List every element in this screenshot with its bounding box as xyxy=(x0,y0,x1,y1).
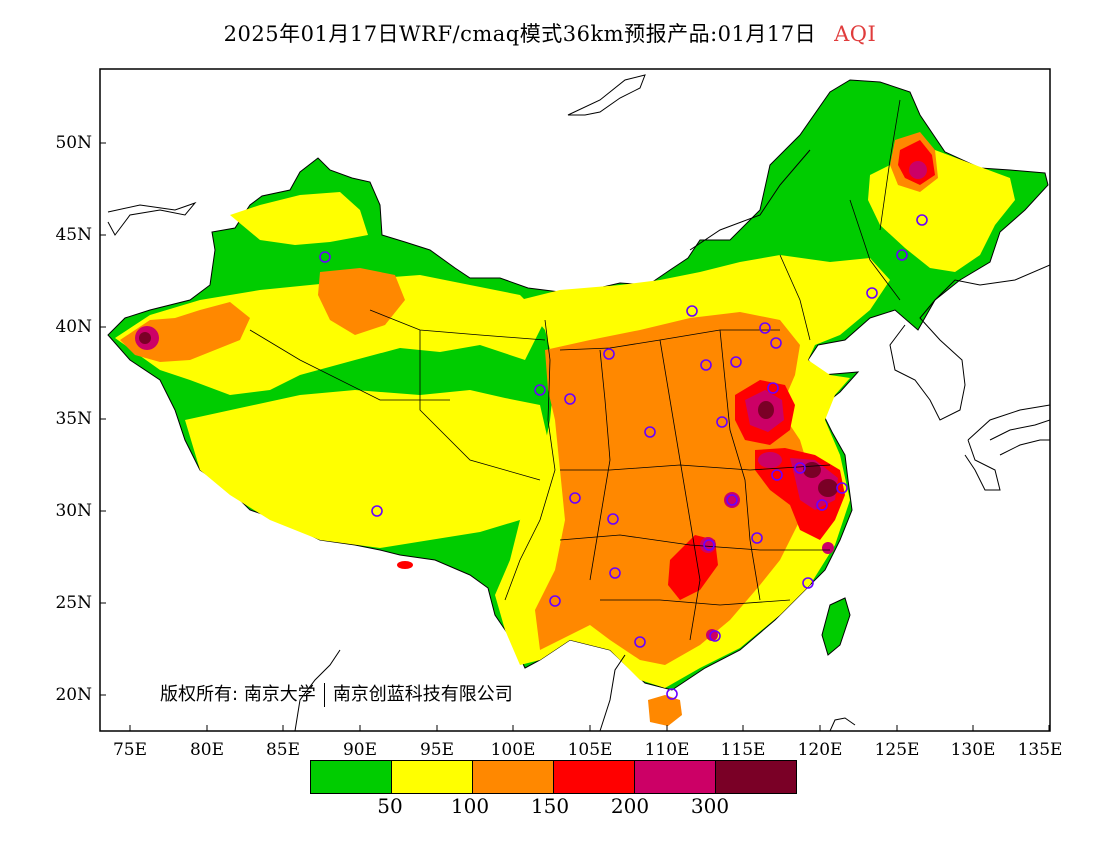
station-changsha xyxy=(703,539,715,551)
axis-ticks xyxy=(100,142,1050,731)
lon-label-110e: 110E xyxy=(644,740,690,760)
station-nanchang xyxy=(751,532,763,544)
zone-orange-north xyxy=(318,268,405,335)
legend-tick-50: 50 xyxy=(377,794,403,818)
station-chongqing xyxy=(607,513,619,525)
map-border xyxy=(99,68,1051,732)
station-yinchuan xyxy=(603,348,615,360)
zone-purple-yrd xyxy=(790,458,838,510)
hotspot-yrd-1 xyxy=(803,462,821,478)
lon-label-135e: 135E xyxy=(1017,740,1063,760)
taiwan xyxy=(821,597,851,656)
station-nanning xyxy=(634,636,646,648)
hotspot-guangzhou xyxy=(706,629,718,641)
station-guangzhou xyxy=(709,630,721,642)
zone-orange-hainan xyxy=(648,695,682,726)
station-hangzhou xyxy=(816,499,828,511)
lat-label-20n: 20N xyxy=(55,685,92,705)
copyright-separator xyxy=(323,683,325,707)
hotspot-ne xyxy=(909,161,927,179)
legend-swatch-purple xyxy=(634,761,715,793)
legend-swatch-red xyxy=(553,761,634,793)
lon-label-75e: 75E xyxy=(112,740,148,760)
legend-tick-200: 200 xyxy=(610,794,650,818)
legend-tick-100: 100 xyxy=(450,794,490,818)
color-legend xyxy=(310,760,797,794)
copyright-org1: 南京大学 xyxy=(243,684,316,705)
zone-yellow-tibet xyxy=(185,390,548,548)
hotspot-tibet-red xyxy=(397,561,413,569)
station-urumqi xyxy=(319,251,331,263)
station-shijiazhuang xyxy=(730,356,742,368)
station-guiyang xyxy=(609,567,621,579)
station-wuhan xyxy=(726,494,738,506)
station-beijing xyxy=(759,322,771,334)
lon-label-80e: 80E xyxy=(189,740,225,760)
map-title: 2025年01月17日WRF/cmaq模式36km预报产品:01月17日 AQI xyxy=(0,18,1100,48)
lon-label-105e: 105E xyxy=(567,740,613,760)
legend-ticks: 50 100 150 200 300 xyxy=(0,794,1100,818)
lon-label-130e: 130E xyxy=(950,740,996,760)
title-text: 2025年01月17日WRF/cmaq模式36km预报产品:01月17日 xyxy=(223,22,817,46)
station-markers xyxy=(319,214,928,700)
copyright-prefix: 版权所有: xyxy=(160,684,239,705)
station-shanghai xyxy=(836,482,848,494)
hotspot-west-core xyxy=(139,332,151,344)
hotspot-wuhan xyxy=(758,452,782,468)
station-hefei xyxy=(771,469,783,481)
station-changchun xyxy=(896,249,908,261)
zone-yellow-north xyxy=(230,192,368,245)
lat-label-45n: 45N xyxy=(55,225,92,245)
station-xian xyxy=(644,426,656,438)
lat-label-50n: 50N xyxy=(55,133,92,153)
station-lhasa xyxy=(371,505,383,517)
lat-label-25n: 25N xyxy=(55,593,92,613)
station-hohhot xyxy=(686,305,698,317)
legend-tick-300: 300 xyxy=(690,794,730,818)
legend-swatch-maroon xyxy=(715,761,796,793)
station-haikou xyxy=(666,688,678,700)
legend-tick-150: 150 xyxy=(530,794,570,818)
legend-swatch-orange xyxy=(472,761,553,793)
lon-label-120e: 120E xyxy=(797,740,843,760)
station-harbin xyxy=(916,214,928,226)
lon-label-100e: 100E xyxy=(490,740,536,760)
lon-label-115e: 115E xyxy=(720,740,766,760)
lon-label-90e: 90E xyxy=(342,740,378,760)
neighbor-coastlines xyxy=(107,74,1050,731)
lon-label-85e: 85E xyxy=(265,740,301,760)
lon-label-95e: 95E xyxy=(419,740,455,760)
lat-label-40n: 40N xyxy=(55,317,92,337)
station-lanzhou xyxy=(564,393,576,405)
station-taiyuan xyxy=(700,359,712,371)
station-xining xyxy=(534,384,546,396)
variable-label: AQI xyxy=(834,22,877,46)
lat-label-30n: 30N xyxy=(55,501,92,521)
station-chengdu xyxy=(569,492,581,504)
hotspot-ncp xyxy=(758,401,774,419)
copyright-org2: 南京创蓝科技有限公司 xyxy=(332,684,513,705)
province-boundaries xyxy=(249,99,901,641)
legend-swatch-yellow xyxy=(391,761,472,793)
hotspot-yrd-2 xyxy=(818,479,838,497)
station-kunming xyxy=(549,595,561,607)
station-zhengzhou xyxy=(716,416,728,428)
station-jinan xyxy=(767,382,779,394)
station-fuzhou xyxy=(802,577,814,589)
lat-label-35n: 35N xyxy=(55,409,92,429)
station-tianjin xyxy=(770,337,782,349)
hotspot-fuzhou xyxy=(822,542,834,554)
lon-label-125e: 125E xyxy=(874,740,920,760)
copyright-notice: 版权所有: 南京大学 南京创蓝科技有限公司 xyxy=(160,680,513,707)
station-nanjing xyxy=(794,462,806,474)
station-shenyang xyxy=(866,287,878,299)
legend-swatch-green xyxy=(311,761,391,793)
